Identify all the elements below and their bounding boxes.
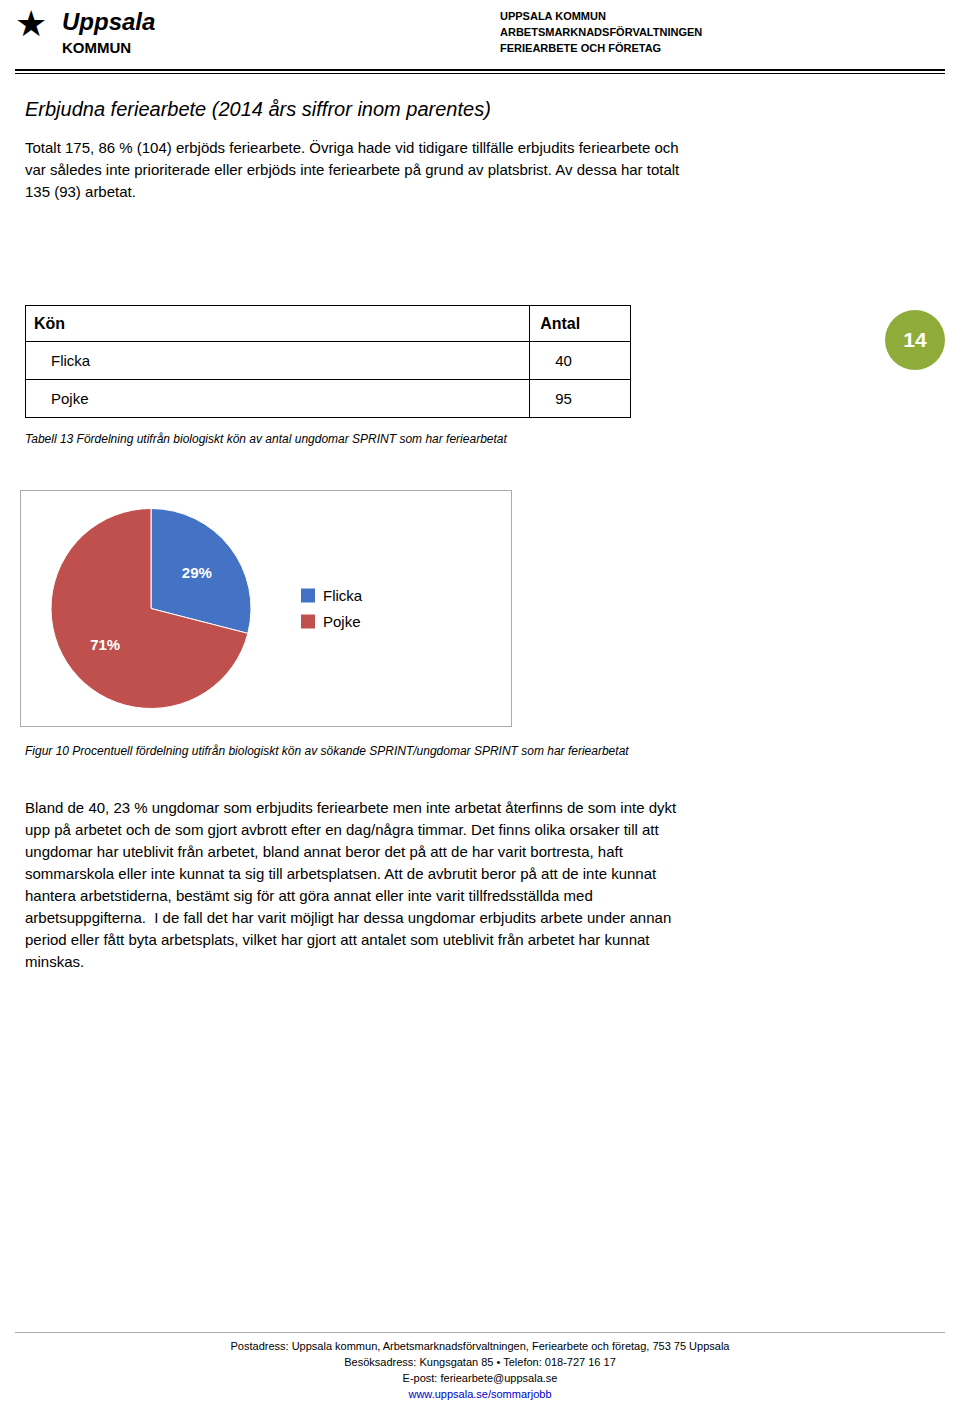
header-line: UPPSALA KOMMUN xyxy=(500,10,606,22)
table-cell: 40 xyxy=(530,342,631,380)
logo-name: Uppsala xyxy=(62,10,155,34)
intro-line: Totalt 175, 86 % (104) erbjöds feriearbe… xyxy=(25,140,679,157)
footer-line: www.uppsala.se/sommarjobb xyxy=(0,1388,960,1401)
logo-sub: KOMMUN xyxy=(62,40,131,55)
data-label: 29% xyxy=(182,564,212,581)
pie-chart: 29% 71% Flicka Pojke xyxy=(21,491,511,726)
header-line: FERIEARBETE OCH FÖRETAG xyxy=(500,42,661,54)
footer-rule xyxy=(15,1332,945,1333)
footer-line: Postadress: Uppsala kommun, Arbetsmarkna… xyxy=(0,1340,960,1353)
body-line: upp på arbetet och de som gjort avbrott … xyxy=(25,822,659,839)
table-cell: Flicka xyxy=(26,342,530,380)
legend: Flicka Pojke xyxy=(301,587,363,630)
body-line: period eller fått byta arbetsplats, vilk… xyxy=(25,932,650,949)
table-header-row: KönAntal xyxy=(26,306,631,342)
main-title: Erbjudna feriearbete (2014 års siffror i… xyxy=(25,98,491,120)
body-line: hantera arbetstiderna, bestämt sig för a… xyxy=(25,888,593,905)
table-cell: 95 xyxy=(530,380,631,418)
header-rule xyxy=(15,69,945,71)
legend-label: Pojke xyxy=(323,613,361,630)
intro-line: var således inte prioriterade eller erbj… xyxy=(25,162,679,179)
figure-caption: Figur 10 Procentuell fördelning utifrån … xyxy=(25,745,629,758)
header-line: ARBETSMARKNADSFÖRVALTNINGEN xyxy=(500,26,702,38)
pie-slice xyxy=(51,509,248,709)
footer-line: Besöksadress: Kungsgatan 85 • Telefon: 0… xyxy=(0,1356,960,1369)
body-line: Bland de 40, 23 % ungdomar som erbjudits… xyxy=(25,800,676,817)
pie-slices xyxy=(51,509,251,709)
legend-swatch xyxy=(301,589,315,603)
table-header-cell: Antal xyxy=(530,306,631,342)
data-label: 71% xyxy=(90,636,120,653)
body-line: sommarskola eller inte kunnat ta sig til… xyxy=(25,866,656,883)
header-rule xyxy=(15,73,945,74)
table-cell: Pojke xyxy=(26,380,530,418)
pie-box: 29% 71% Flicka Pojke xyxy=(20,490,512,727)
body-line: arbetsuppgifterna. I de fall det har var… xyxy=(25,910,671,927)
pie-labels: 29% 71% xyxy=(90,564,212,652)
table-header-cell: Kön xyxy=(26,306,530,342)
intro-line: 135 (93) arbetat. xyxy=(25,184,136,201)
footer-line: E-post: feriearbete@uppsala.se xyxy=(0,1372,960,1385)
body-line: minskas. xyxy=(25,954,84,971)
logo-symbol: ★ xyxy=(15,6,47,42)
page-number-badge: 14 xyxy=(885,310,945,370)
body-line: ungdomar har uteblivit från arbetet, bla… xyxy=(25,844,623,861)
legend-label: Flicka xyxy=(323,587,363,604)
table-row: Pojke95 xyxy=(26,380,631,418)
table-row: Flicka40 xyxy=(26,342,631,380)
legend-swatch xyxy=(301,615,315,629)
table: KönAntalFlicka40Pojke95 xyxy=(25,305,631,418)
table-caption: Tabell 13 Fördelning utifrån biologiskt … xyxy=(25,433,507,446)
